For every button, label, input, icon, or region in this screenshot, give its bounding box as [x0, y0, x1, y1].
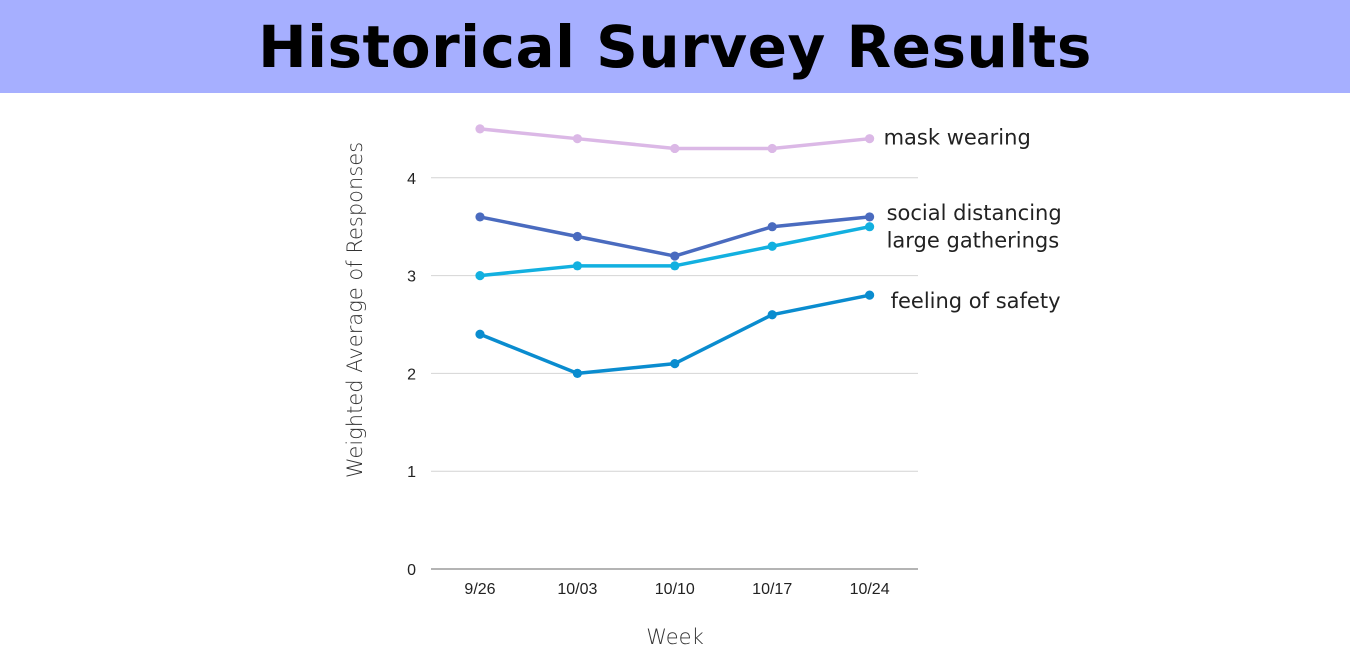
- data-point: [572, 134, 583, 144]
- title-banner: Historical Survey Results: [0, 0, 1350, 93]
- series-labels: mask wearing social distancing large gathe…: [884, 126, 1062, 313]
- data-point: [670, 261, 680, 271]
- axes: 0 1 2 3 4 9/26 10/03 10/10 10/17 10/24: [407, 171, 918, 598]
- series-feeling-of-safety: [475, 290, 875, 378]
- page-title: Historical Survey Results: [258, 12, 1092, 81]
- data-point: [475, 212, 485, 222]
- y-tick-label: 3: [407, 269, 416, 286]
- y-axis-title: Weighted Average of Responses: [343, 142, 367, 478]
- series-line: [478, 215, 872, 258]
- series-label: mask wearing: [884, 126, 1031, 150]
- series-mask-wearing: [475, 124, 875, 154]
- series-lines: [475, 124, 875, 378]
- data-point: [865, 222, 875, 232]
- data-point: [767, 310, 777, 320]
- data-point: [767, 222, 777, 232]
- series-label: large gatherings: [887, 229, 1060, 253]
- data-point: [572, 261, 583, 271]
- gridlines: [431, 177, 918, 472]
- series-label: social distancing: [887, 201, 1062, 225]
- data-point: [670, 359, 680, 369]
- x-axis-title: Week: [646, 625, 704, 649]
- x-tick-label: 10/24: [850, 581, 890, 598]
- x-tick-label: 10/17: [752, 581, 792, 598]
- y-tick-label: 1: [407, 464, 416, 481]
- y-tick-label: 0: [407, 562, 416, 579]
- data-point: [572, 368, 583, 378]
- data-point: [767, 241, 777, 251]
- x-tick-label: 10/03: [557, 581, 597, 598]
- data-point: [767, 143, 777, 154]
- x-tick-label: 10/10: [655, 581, 695, 598]
- data-point: [865, 134, 875, 144]
- data-point: [670, 251, 680, 261]
- data-point: [475, 271, 485, 281]
- series-label: feeling of safety: [891, 289, 1061, 313]
- y-tick-label: 2: [407, 366, 416, 383]
- data-point: [475, 124, 485, 134]
- series-large-gatherings: [475, 222, 875, 281]
- data-point: [865, 290, 875, 300]
- x-tick-label: 9/26: [464, 581, 495, 598]
- data-point: [475, 329, 485, 339]
- data-point: [572, 231, 583, 242]
- y-tick-label: 4: [407, 171, 416, 188]
- data-point: [670, 143, 680, 154]
- series-social-distancing: [475, 212, 875, 261]
- data-point: [865, 212, 875, 222]
